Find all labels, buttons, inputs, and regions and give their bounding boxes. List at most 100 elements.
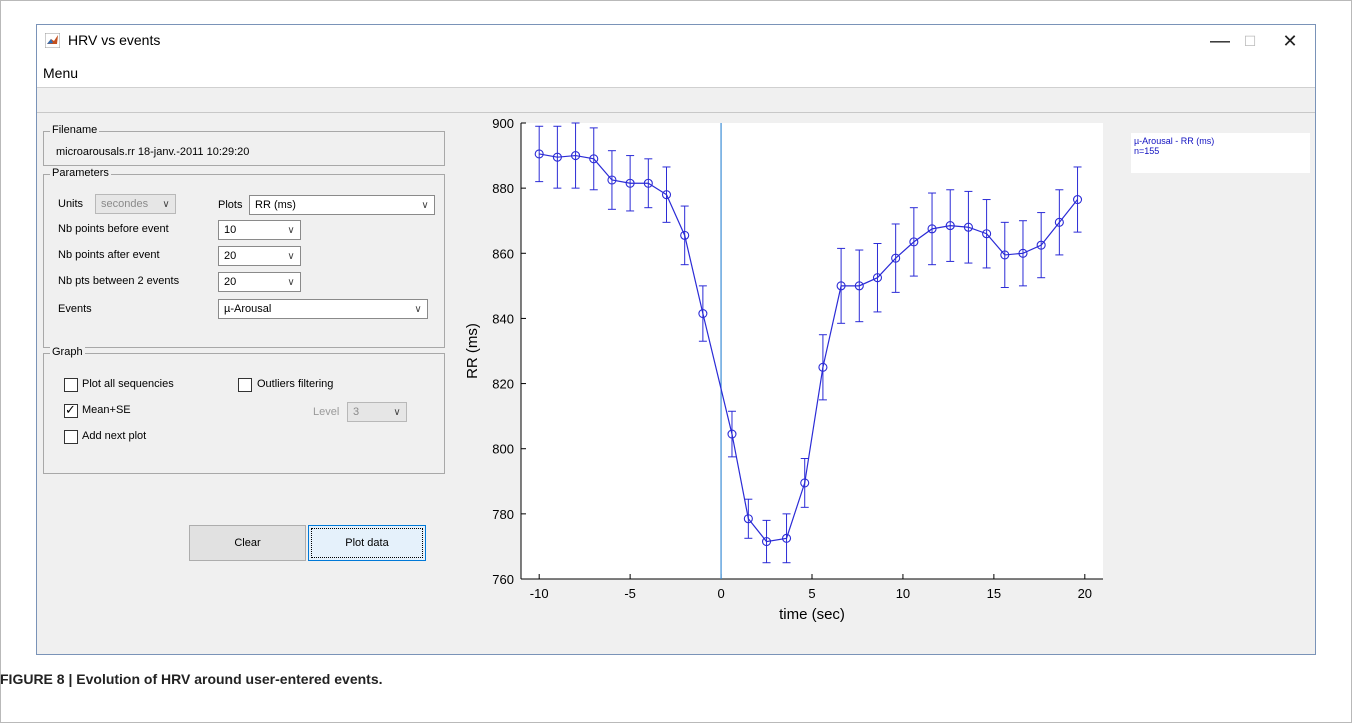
close-button[interactable]: ✕ [1282, 30, 1298, 51]
units-select[interactable]: secondes ∨ [95, 194, 176, 214]
y-tick-label: 780 [492, 507, 514, 522]
outliers-checkbox[interactable] [238, 378, 252, 392]
mean-se-label: Mean+SE [82, 404, 131, 416]
x-tick-label: 10 [896, 586, 910, 601]
chevron-down-icon: ∨ [287, 224, 295, 236]
y-tick-label: 900 [492, 116, 514, 131]
data-point [1036, 240, 1046, 250]
y-tick-label: 820 [492, 377, 514, 392]
data-point [909, 237, 919, 247]
nb-between-value: 20 [224, 276, 237, 288]
nb-before-select[interactable]: 10 ∨ [218, 220, 301, 240]
filename-panel: Filename microarousals.rr 18-janv.-2011 … [43, 124, 445, 166]
y-tick-label: 880 [492, 181, 514, 196]
plots-select[interactable]: RR (ms) ∨ [249, 195, 435, 215]
series-line [539, 153, 1079, 543]
y-tick-label: 800 [492, 442, 514, 457]
y-axis-label: RR (ms) [464, 323, 481, 379]
plots-value: RR (ms) [255, 199, 296, 211]
plot-legend-line1: µ-Arousal - RR (ms) [1134, 136, 1215, 146]
data-point [945, 221, 955, 231]
plots-label: Plots [218, 199, 243, 211]
plot-area [521, 123, 1103, 579]
units-label: Units [58, 198, 84, 210]
data-point [872, 273, 883, 283]
level-value: 3 [353, 406, 360, 418]
window-title: HRV vs events [68, 32, 161, 48]
plot-data-button[interactable]: Plot data [308, 525, 426, 561]
data-point [661, 190, 672, 200]
add-next-label: Add next plot [82, 430, 147, 442]
x-tick-label: 20 [1078, 586, 1092, 601]
data-point [625, 178, 635, 188]
graph-panel: Graph Plot all sequencies Outliers filte… [43, 346, 445, 474]
clear-button[interactable]: Clear [189, 525, 306, 561]
data-point [680, 230, 690, 240]
menu-item-menu[interactable]: Menu [43, 65, 79, 81]
nb-between-label: Nb pts between 2 events [58, 275, 180, 287]
data-point [643, 178, 653, 188]
level-select[interactable]: 3 ∨ [347, 402, 407, 422]
nb-before-label: Nb points before event [58, 223, 169, 235]
graph-panel-title: Graph [50, 346, 85, 358]
nb-between-select[interactable]: 20 ∨ [218, 272, 301, 292]
data-point [800, 478, 810, 488]
events-label: Events [58, 303, 92, 315]
minimize-button[interactable]: — [1210, 29, 1230, 52]
data-point [1018, 248, 1028, 258]
x-tick-label: 0 [717, 586, 724, 601]
outliers-label: Outliers filtering [257, 378, 334, 390]
app-window: HRV vs events — ☐ ✕ Menu Filename microa… [36, 24, 1316, 655]
data-point [727, 429, 737, 439]
x-tick-label: -10 [530, 586, 549, 601]
x-axis-label: time (sec) [779, 606, 845, 623]
x-tick-label: -5 [624, 586, 636, 601]
data-point [818, 362, 828, 372]
data-point [891, 253, 901, 263]
data-point [571, 151, 581, 161]
data-point [534, 149, 544, 159]
parameters-panel-title: Parameters [50, 167, 111, 179]
chevron-down-icon: ∨ [414, 303, 422, 315]
data-point [552, 152, 562, 162]
nb-after-select[interactable]: 20 ∨ [218, 246, 301, 266]
data-point [607, 175, 617, 185]
units-value: secondes [101, 198, 149, 210]
events-value: µ-Arousal [224, 303, 272, 315]
data-point [1072, 194, 1083, 205]
filename-value: microarousals.rr 18-janv.-2011 10:29:20 [56, 146, 250, 158]
plot-all-checkbox[interactable] [64, 378, 78, 392]
rr-chart: -10 -5 0 5 10 15 20 760 780 800 820 840 860 880 900 tim… [464, 116, 1103, 623]
check-icon: ✓ [65, 402, 76, 417]
data-point [854, 281, 864, 291]
chevron-down-icon: ∨ [162, 198, 170, 210]
toolbar [37, 88, 1315, 113]
data-point [781, 533, 792, 543]
level-label: Level [313, 406, 340, 418]
data-point [1054, 217, 1064, 227]
y-tick-label: 840 [492, 311, 514, 326]
data-point [1000, 250, 1010, 260]
data-point [589, 154, 599, 164]
matlab-logo-icon [45, 33, 60, 48]
nb-before-value: 10 [224, 224, 237, 236]
nb-after-label: Nb points after event [58, 249, 160, 261]
events-select[interactable]: µ-Arousal ∨ [218, 299, 428, 319]
y-tick-label: 860 [492, 246, 514, 261]
plot-legend-line2: n=155 [1134, 146, 1160, 156]
y-tick-label: 760 [492, 572, 514, 587]
data-point [743, 514, 753, 524]
menu-bar: Menu [37, 57, 1315, 88]
nb-after-value: 20 [224, 250, 237, 262]
data-point [836, 281, 846, 291]
data-point [982, 229, 992, 239]
chevron-down-icon: ∨ [287, 276, 295, 288]
x-tick-label: 15 [987, 586, 1001, 601]
mean-se-checkbox[interactable]: ✓ [64, 402, 78, 418]
title-bar: HRV vs events — ☐ ✕ [37, 25, 1315, 57]
maximize-button[interactable]: ☐ [1243, 32, 1257, 49]
figure-caption: FIGURE 8 | Evolution of HRV around user-… [0, 671, 383, 687]
chevron-down-icon: ∨ [393, 406, 401, 418]
filename-panel-title: Filename [50, 124, 100, 136]
add-next-checkbox[interactable] [64, 430, 78, 444]
